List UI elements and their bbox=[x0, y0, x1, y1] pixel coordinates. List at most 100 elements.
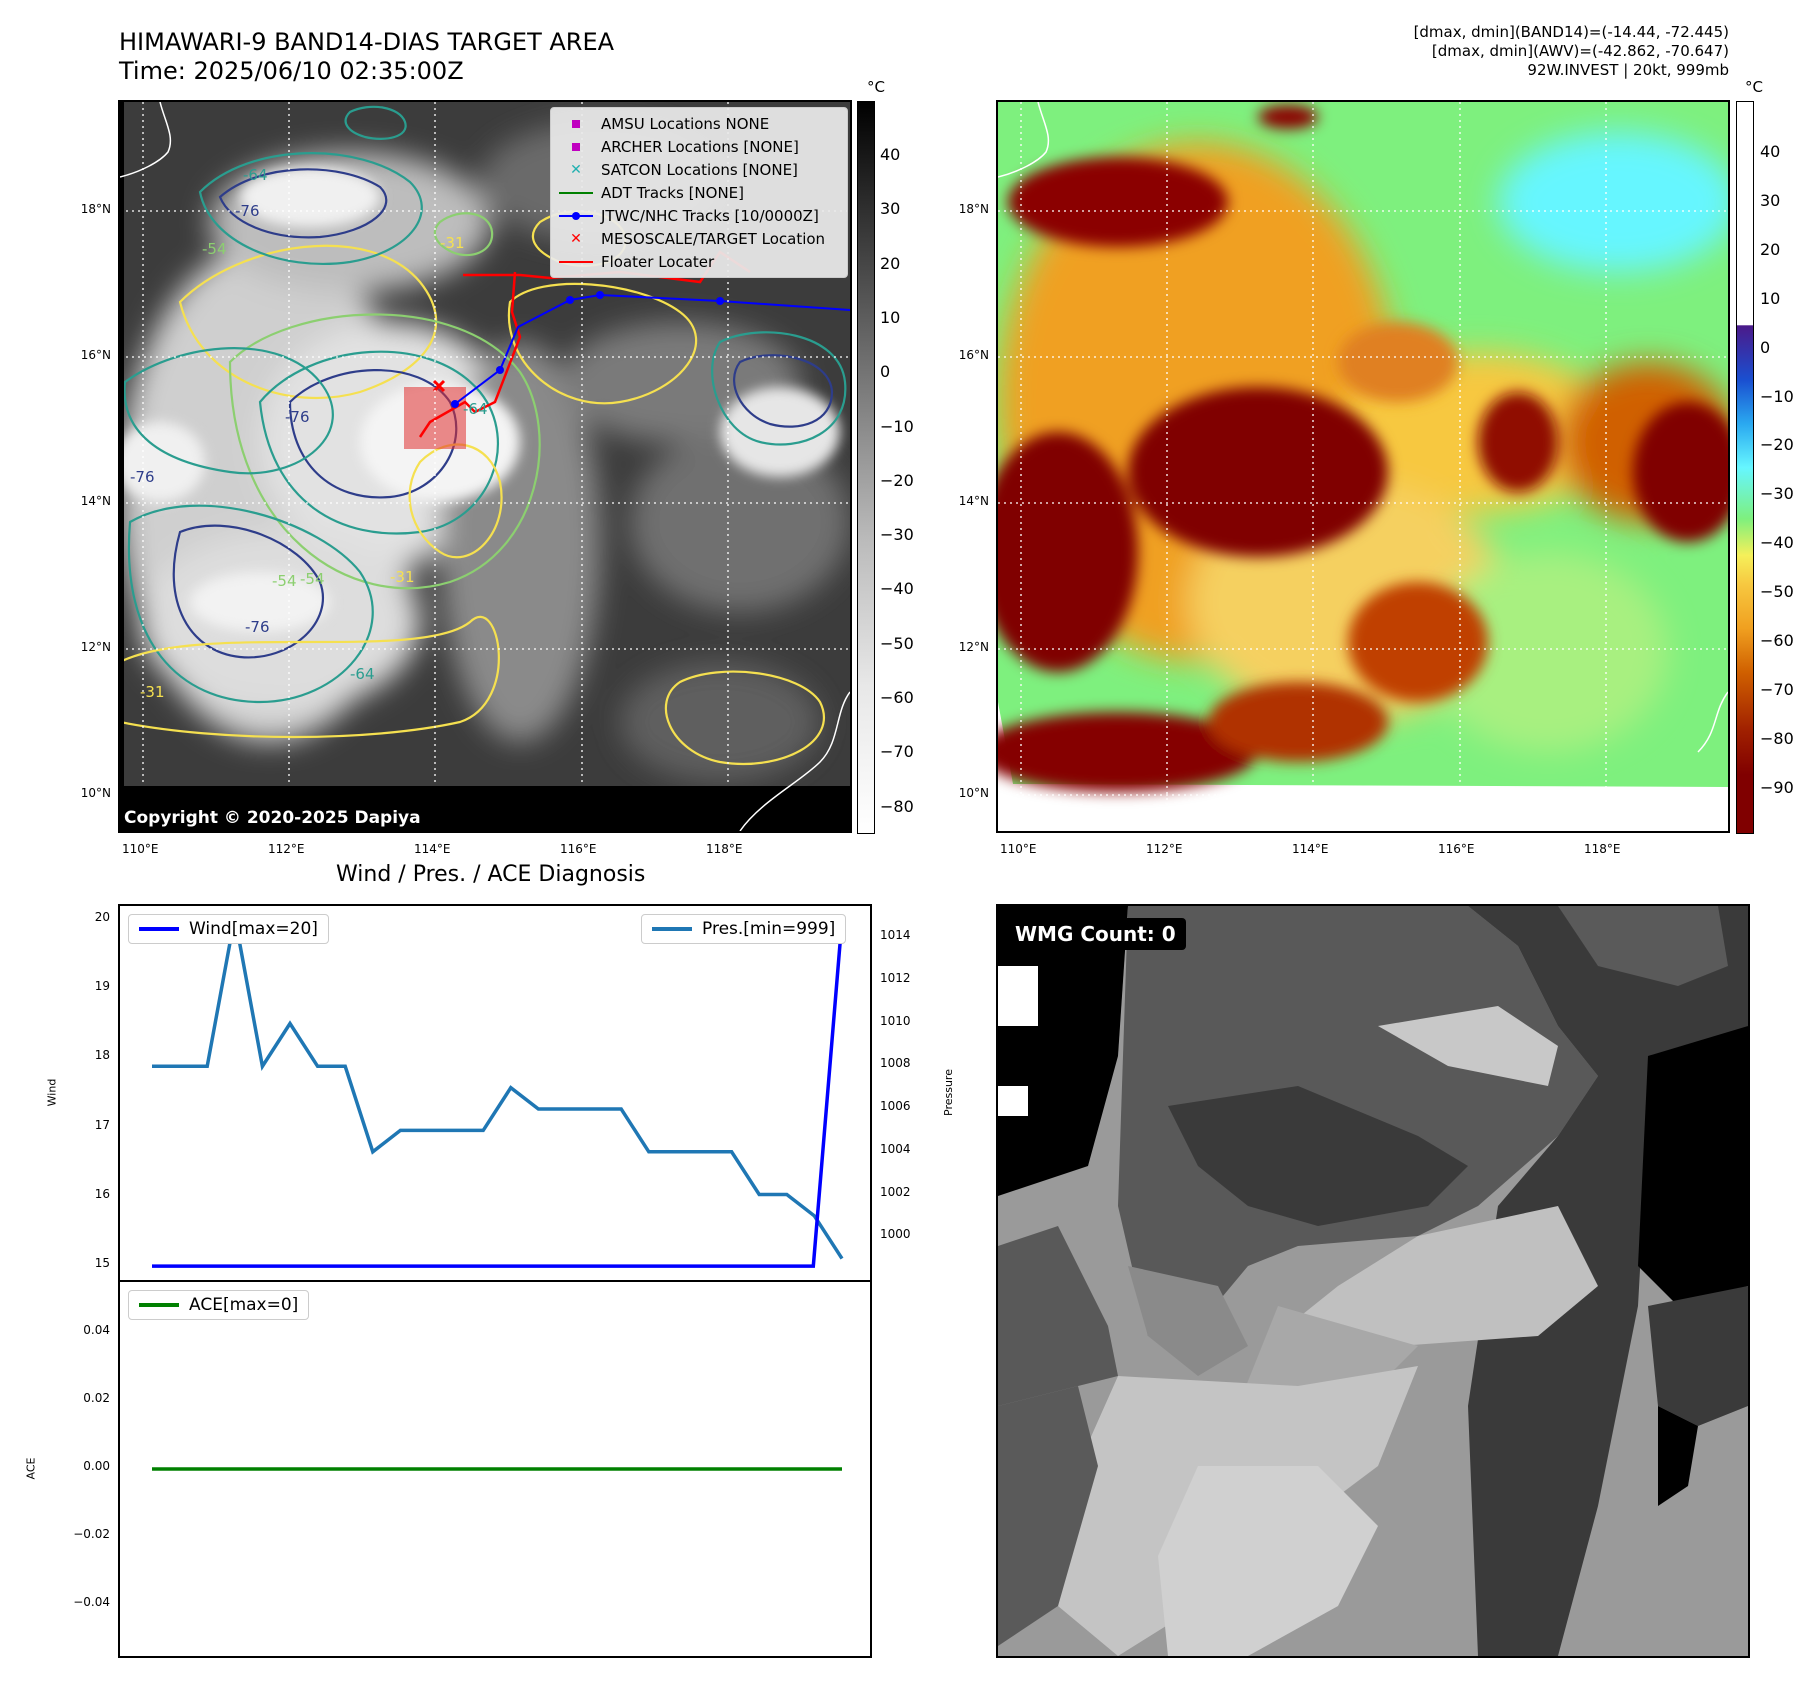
wind-legend: Wind[max=20] bbox=[128, 914, 329, 944]
pressure-series-line bbox=[152, 916, 844, 1260]
colorbar-color-tick-label: −90 bbox=[1760, 777, 1794, 797]
colorbar-color-tick-label: −40 bbox=[1760, 533, 1794, 553]
colorbar-color-tick-label: −80 bbox=[1760, 728, 1794, 748]
legend-item-jtwc: JTWC/NHC Tracks [10/0000Z] bbox=[559, 204, 839, 227]
wmg-image bbox=[998, 906, 1748, 1656]
colorbar-color-tick-label: 20 bbox=[1760, 239, 1781, 259]
colorbar-gray-tick-label: −30 bbox=[880, 525, 914, 545]
contour-label: -54 bbox=[300, 570, 325, 588]
lon-label: 116°E bbox=[560, 842, 597, 856]
copyright-text: Copyright © 2020-2025 Dapiya bbox=[124, 808, 421, 828]
wind-tick-label: 17 bbox=[94, 1117, 110, 1132]
pressure-tick-label: 1002 bbox=[880, 1184, 911, 1199]
lat-label: 16°N bbox=[80, 348, 111, 362]
colorbar-gray-tick-label: −50 bbox=[880, 633, 914, 653]
colorbar-color-tick-label: −50 bbox=[1760, 582, 1794, 602]
contour-label: -31 bbox=[140, 683, 165, 701]
lat-label: 10°N bbox=[958, 786, 989, 800]
colorbar-color-tick-label: −60 bbox=[1760, 631, 1794, 650]
contour-label: -64 bbox=[243, 166, 268, 184]
lat-label: 14°N bbox=[958, 494, 989, 508]
wind-tick-label: 18 bbox=[94, 1048, 110, 1063]
pressure-tick-label: 1006 bbox=[880, 1099, 911, 1114]
contour-label: -76 bbox=[245, 618, 270, 636]
colorbar-gray-tick-label: 40 bbox=[880, 145, 901, 164]
pressure-tick-label: 1008 bbox=[880, 1056, 911, 1071]
lat-label: 14°N bbox=[80, 494, 111, 508]
pressure-tick-label: 1000 bbox=[880, 1227, 911, 1242]
wind-series-line bbox=[152, 919, 844, 1268]
ace-axis-label: ACE bbox=[24, 1457, 38, 1480]
wind-pres-plot bbox=[118, 904, 872, 1282]
colorbar-gray-tick-label: −20 bbox=[880, 470, 914, 490]
lat-label: 18°N bbox=[80, 202, 111, 216]
wind-tick-label: 16 bbox=[94, 1186, 110, 1201]
colorbar-color-tick-label: −20 bbox=[1760, 435, 1794, 455]
lon-label: 114°E bbox=[1292, 842, 1329, 856]
ace-tick-label: −0.04 bbox=[73, 1595, 110, 1609]
pressure-tick-label: 1010 bbox=[880, 1013, 911, 1028]
pres-legend-swatch bbox=[652, 927, 692, 931]
colorbar-color-tick-label: −10 bbox=[1760, 386, 1794, 406]
contour-label: -64 bbox=[463, 400, 488, 418]
awv-map-panel bbox=[996, 100, 1730, 833]
colorbar-gray-tick-label: −10 bbox=[880, 416, 914, 436]
legend-item-adt: ADT Tracks [NONE] bbox=[559, 181, 839, 204]
colorbar-gray-unit: °C bbox=[867, 78, 885, 96]
lat-label: 12°N bbox=[80, 640, 111, 654]
wind-tick-label: 19 bbox=[94, 979, 110, 994]
colorbar-gray-tick-label: 20 bbox=[880, 253, 901, 273]
colorbar-color-tick-label: −70 bbox=[1760, 679, 1794, 699]
wind-tick-label: 15 bbox=[94, 1256, 110, 1271]
legend-item-target: ✕ MESOSCALE/TARGET Location bbox=[570, 229, 826, 248]
lat-label: 16°N bbox=[958, 348, 989, 362]
pressure-tick-label: 1004 bbox=[880, 1141, 911, 1156]
wmg-panel bbox=[996, 904, 1750, 1658]
colorbar-color-tick-label: 40 bbox=[1760, 142, 1781, 161]
contour-label: -76 bbox=[285, 408, 310, 426]
colorbar-gray-tick-label: 10 bbox=[880, 307, 901, 327]
pres-legend: Pres.[min=999] bbox=[641, 914, 847, 944]
ace-svg bbox=[152, 1467, 842, 1471]
chart-title: HIMAWARI-9 BAND14-DIAS TARGET AREA bbox=[119, 28, 615, 56]
colorbar-gray-tick-label: −70 bbox=[880, 742, 914, 762]
awv-map-image bbox=[998, 102, 1728, 831]
ace-tick-label: 0.00 bbox=[83, 1459, 110, 1473]
wmg-count-badge: WMG Count: 0 bbox=[1005, 918, 1186, 950]
band14-range: [dmax, dmin](BAND14)=(-14.44, -72.445) bbox=[1413, 23, 1729, 41]
lon-label: 112°E bbox=[1146, 842, 1183, 856]
contour-label: -54 bbox=[272, 572, 297, 590]
ace-tick-label: 0.04 bbox=[83, 1323, 110, 1337]
legend-item-floater: Floater Locater bbox=[559, 250, 839, 273]
map-legend: AMSU Locations NONE ARCHER Locations [NO… bbox=[550, 107, 848, 278]
colorbar-color-unit: °C bbox=[1745, 78, 1763, 96]
chart-time: Time: 2025/06/10 02:35:00Z bbox=[119, 57, 464, 85]
contour-label: -64 bbox=[350, 665, 375, 683]
colorbar-gray bbox=[857, 101, 875, 834]
lon-label: 110°E bbox=[1000, 842, 1037, 856]
ace-tick-label: −0.02 bbox=[73, 1527, 110, 1541]
legend-item-amsu: AMSU Locations NONE bbox=[559, 112, 839, 135]
lon-label: 112°E bbox=[268, 842, 305, 856]
ace-tick-label: 0.02 bbox=[83, 1391, 110, 1405]
contour-label: -31 bbox=[440, 234, 465, 252]
colorbar-color-tick-label: 30 bbox=[1760, 190, 1781, 210]
colorbar-color-tick-label: −30 bbox=[1760, 484, 1794, 504]
wind-legend-swatch bbox=[139, 927, 179, 931]
awv-range: [dmax, dmin](AWV)=(-42.862, -70.647) bbox=[1431, 42, 1729, 60]
wind-tick-label: 20 bbox=[94, 909, 110, 924]
colorbar-gray-tick-label: −40 bbox=[880, 579, 914, 599]
colorbar-gray-tick-label: −60 bbox=[880, 688, 914, 707]
lon-label: 118°E bbox=[1584, 842, 1621, 856]
colorbar-gray-tick-label: 0 bbox=[880, 362, 891, 382]
lon-label: 118°E bbox=[706, 842, 743, 856]
pressure-tick-label: 1012 bbox=[880, 970, 911, 985]
wind-pres-svg bbox=[152, 916, 844, 1268]
colorbar-gray-tick-label: 30 bbox=[880, 199, 901, 219]
contour-label: -31 bbox=[390, 568, 415, 586]
diagnosis-title: Wind / Pres. / ACE Diagnosis bbox=[336, 862, 646, 887]
pressure-axis-label: Pressure bbox=[941, 1069, 955, 1116]
contour-label: -54 bbox=[202, 240, 227, 258]
lon-label: 110°E bbox=[122, 842, 159, 856]
pressure-tick-label: 1014 bbox=[880, 928, 911, 943]
